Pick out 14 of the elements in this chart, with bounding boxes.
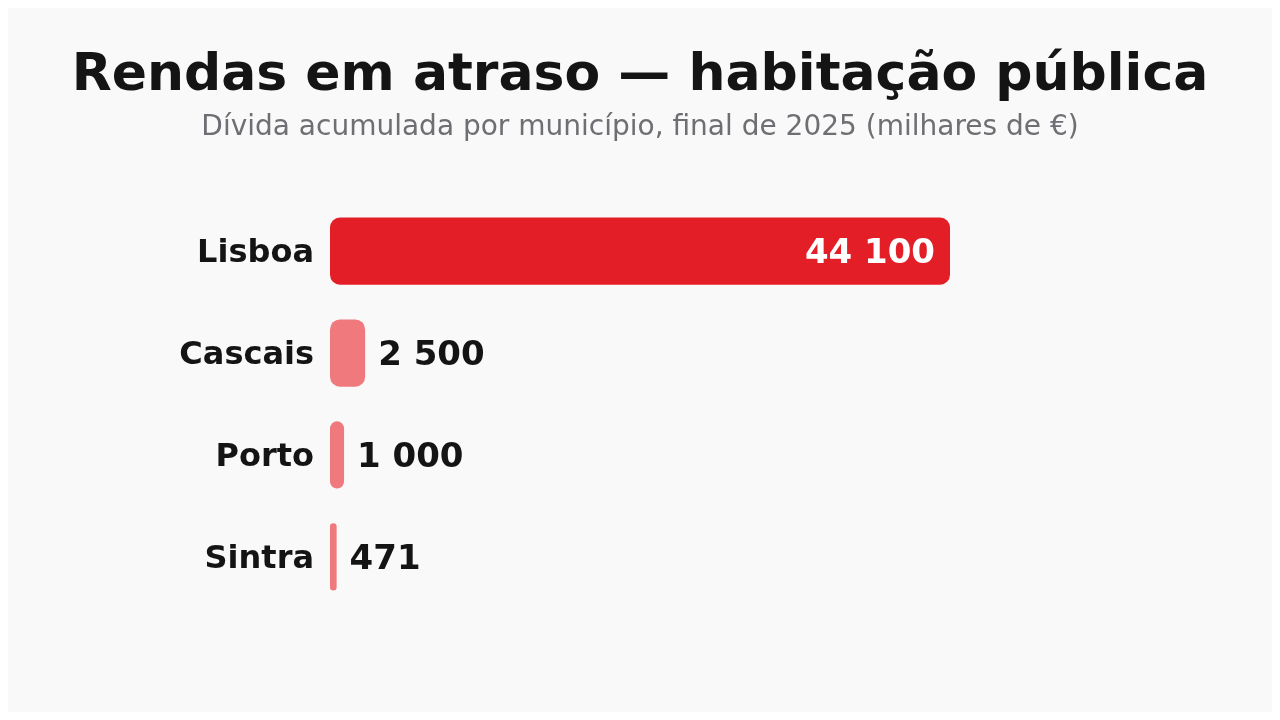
chart-title: Rendas em atraso — habitação pública: [71, 42, 1209, 102]
data-label: 2 500: [378, 333, 485, 374]
bar: [330, 217, 950, 285]
bar: [330, 523, 337, 591]
y-tick-label: Porto: [215, 435, 314, 474]
data-label: 44 100: [804, 231, 935, 272]
y-tick-label: Sintra: [204, 537, 314, 576]
y-tick-label: Lisboa: [197, 232, 314, 271]
bar: [330, 319, 366, 387]
bar: [330, 421, 345, 489]
chart-subtitle: Dívida acumulada por município, final de 2025 (milhares de €): [201, 109, 1079, 142]
data-label: 471: [349, 536, 421, 577]
y-tick-label: Cascais: [179, 334, 314, 373]
data-label: 1 000: [357, 434, 464, 475]
